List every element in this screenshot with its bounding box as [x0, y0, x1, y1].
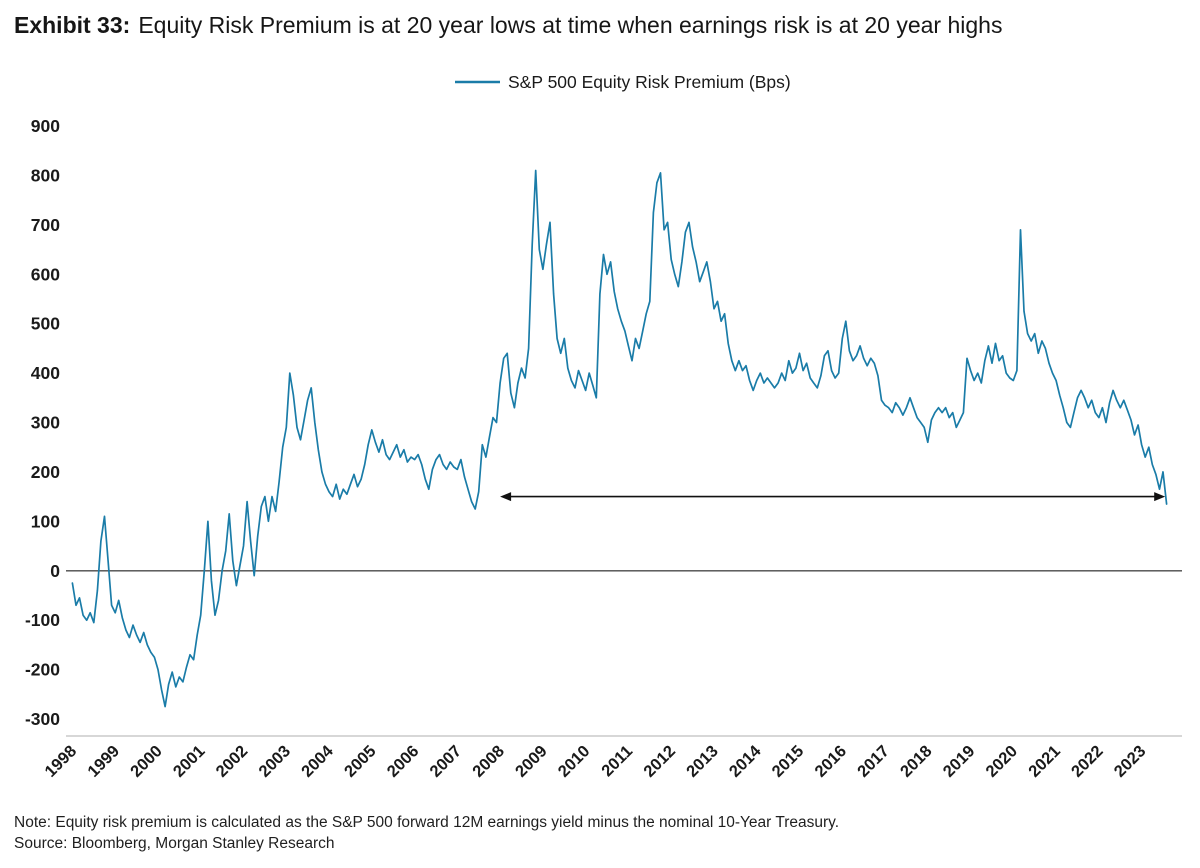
x-tick-label: 2000	[127, 742, 166, 781]
x-tick-label: 2010	[555, 742, 594, 781]
exhibit-title-text: Equity Risk Premium is at 20 year lows a…	[138, 12, 1003, 38]
note-line: Note: Equity risk premium is calculated …	[14, 814, 840, 831]
x-tick-label: 2022	[1068, 742, 1107, 781]
y-tick-label: 0	[50, 561, 60, 581]
x-tick-label: 2005	[341, 742, 380, 781]
y-tick-label: -300	[25, 709, 60, 729]
y-tick-label: -200	[25, 660, 60, 680]
x-tick-label: 2023	[1111, 742, 1150, 781]
y-axis-labels: 900 800 700 600 500 400 300 200 100 0 -100 -200 -300	[25, 116, 60, 729]
x-tick-label: 2013	[683, 742, 722, 781]
range-arrow	[500, 492, 1166, 502]
exhibit-title: Exhibit 33: Equity Risk Premium is at 20 …	[14, 10, 1002, 40]
y-tick-label: 200	[31, 462, 60, 482]
arrowhead-right	[1154, 492, 1166, 502]
y-tick-label: 100	[31, 511, 60, 531]
x-tick-label: 2021	[1025, 742, 1064, 781]
arrowhead-left	[500, 492, 512, 502]
legend-label: S&P 500 Equity Risk Premium (Bps)	[508, 72, 791, 92]
x-tick-label: 2011	[598, 742, 636, 780]
y-tick-label: 700	[31, 215, 60, 235]
x-tick-label: 2019	[940, 742, 979, 781]
x-tick-label: 2004	[298, 742, 337, 781]
x-tick-label: 2006	[384, 742, 423, 781]
x-tick-label: 2015	[769, 742, 808, 781]
exhibit-number: Exhibit 33:	[14, 12, 131, 38]
y-tick-label: 300	[31, 413, 60, 433]
x-tick-label: 2020	[982, 742, 1021, 781]
x-tick-label: 2001	[170, 742, 209, 781]
y-tick-label: -100	[25, 610, 60, 630]
x-tick-label: 2016	[811, 742, 850, 781]
source-line: Source: Bloomberg, Morgan Stanley Resear…	[14, 835, 335, 852]
y-tick-label: 600	[31, 264, 60, 284]
y-tick-label: 800	[31, 165, 60, 185]
erp-line-chart: S&P 500 Equity Risk Premium (Bps) 900 800 7…	[8, 52, 1192, 800]
x-tick-label: 2002	[213, 742, 252, 781]
x-tick-label: 2008	[469, 742, 508, 781]
x-tick-label: 2009	[512, 742, 551, 781]
x-axis-labels: 1998 1999 2000 2001 2002 2003 2004 2005 2006 2007…	[42, 742, 1150, 781]
erp-series-line	[71, 169, 1168, 708]
chart-svg: S&P 500 Equity Risk Premium (Bps) 900 800 7…	[25, 72, 1182, 781]
chart-footnotes: Note: Equity risk premium is calculated …	[14, 812, 839, 854]
x-tick-label: 1999	[84, 742, 123, 781]
legend: S&P 500 Equity Risk Premium (Bps)	[455, 72, 791, 92]
y-tick-label: 900	[31, 116, 60, 136]
x-tick-label: 2003	[255, 742, 294, 781]
x-tick-label: 1998	[42, 742, 81, 781]
x-tick-label: 2012	[640, 742, 679, 781]
x-tick-label: 2007	[426, 742, 465, 781]
x-tick-label: 2017	[854, 742, 893, 781]
y-tick-label: 500	[31, 314, 60, 334]
x-tick-label: 2014	[726, 742, 765, 781]
y-tick-label: 400	[31, 363, 60, 383]
x-tick-label: 2018	[897, 742, 936, 781]
